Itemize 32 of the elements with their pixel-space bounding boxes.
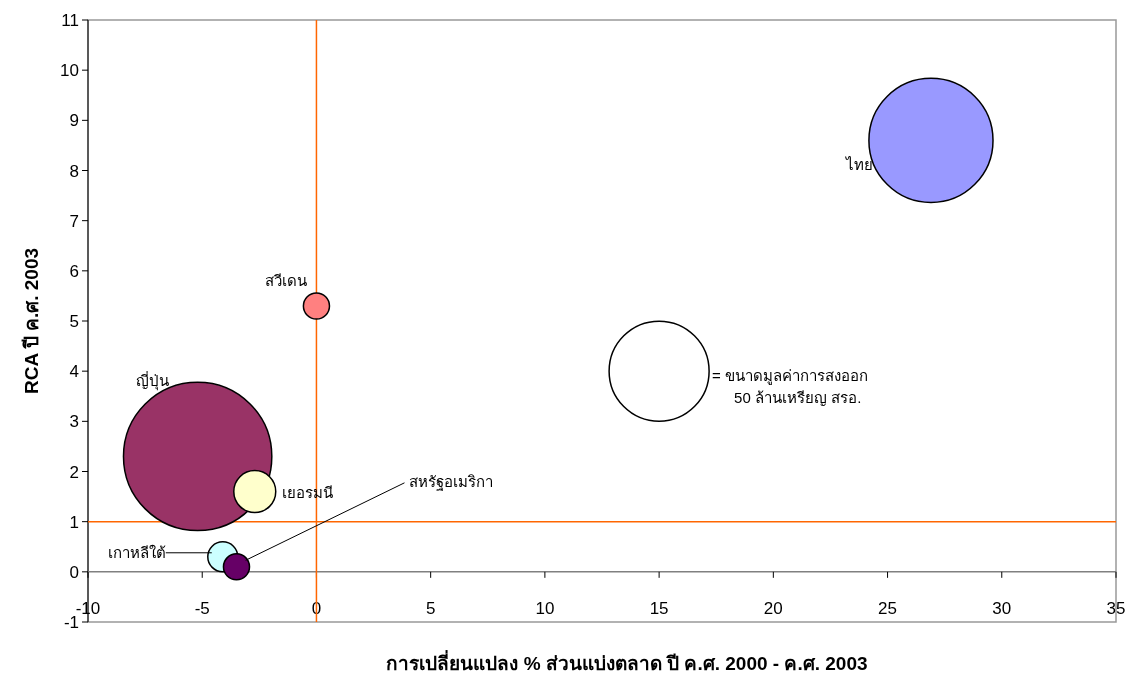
x-tick-label: 35 [1106, 598, 1126, 618]
x-tick-label: 10 [535, 598, 555, 618]
x-axis-title: การเปลี่ยนแปลง % ส่วนแบ่งตลาด ปี ค.ศ. 2000 - ค.ศ. 2003 [386, 650, 868, 674]
y-axis-title: RCA ปี ค.ศ. 2003 [21, 247, 42, 395]
y-tick-label: 4 [69, 362, 79, 382]
legend-label: เกาหลีใต้ [107, 543, 166, 561]
x-tick-label: 20 [763, 598, 783, 618]
y-tick-label: 1 [69, 512, 79, 532]
y-tick-label: 2 [69, 462, 79, 482]
y-tick-label: 3 [69, 412, 79, 432]
x-tick-label: 30 [992, 598, 1012, 618]
y-tick-label: 7 [69, 211, 79, 231]
y-tick-label: 11 [61, 11, 79, 30]
legend-label: 50 [734, 389, 751, 407]
series-label: ไทย [844, 156, 873, 174]
text: สหรัฐอเมริกา [409, 472, 494, 491]
y-tick-label: 8 [69, 161, 79, 181]
x-tick-label: 25 [878, 598, 898, 618]
annotation: = ขนาดมูลค่าการสงออก [712, 367, 869, 386]
y-tick-label: -1 [63, 613, 79, 632]
x-tick-label: -5 [194, 598, 210, 618]
series-label: ญี่ปุ่น [136, 370, 170, 392]
size-legend: 50 = ขนาดมูลค่าการสงออก ล้านเหรียญ สรอ. [608, 320, 869, 422]
y-tick-label: 6 [69, 261, 79, 281]
y-tick-label: 9 [69, 111, 79, 131]
annotation: ล้านเหรียญ สรอ. [755, 389, 862, 407]
y-tick-label: 10 [60, 61, 79, 81]
y-tick-label: 5 [69, 312, 79, 331]
series-label: สวีเดน [265, 271, 308, 289]
x-tick-label: 15 [649, 598, 669, 618]
y-tick-label: 0 [69, 562, 79, 582]
x-tick-label: 5 [425, 598, 436, 618]
